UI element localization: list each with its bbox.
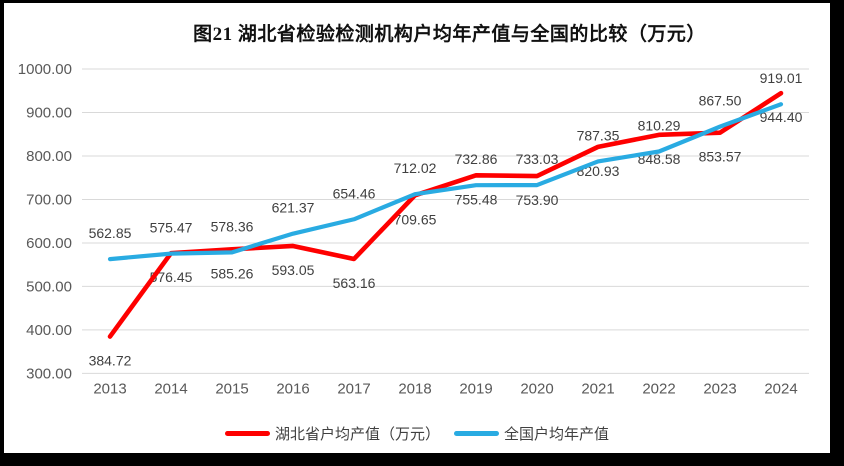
hubei-series-swatch-icon (224, 431, 270, 436)
y-axis-tick-label: 400.00 (26, 322, 72, 339)
x-axis-tick-label: 2019 (459, 381, 492, 398)
data-label: 578.36 (211, 218, 254, 234)
data-label: 563.16 (333, 275, 376, 291)
data-label: 732.86 (455, 151, 498, 167)
data-label: 384.72 (89, 353, 132, 369)
x-axis-tick-label: 2015 (215, 381, 248, 398)
x-axis-tick-label: 2018 (398, 381, 431, 398)
data-label: 733.03 (516, 151, 559, 167)
y-axis-tick-label: 900.00 (26, 105, 72, 122)
data-label: 576.45 (150, 269, 193, 285)
data-label: 593.05 (272, 262, 315, 278)
series-line (107, 102, 784, 262)
x-axis-tick-label: 2024 (764, 381, 797, 398)
x-axis-tick-label: 2014 (154, 381, 187, 398)
x-axis-tick-label: 2022 (642, 381, 675, 398)
chart-canvas: 图21 湖北省检验检测机构户均年产值与全国的比较（万元） 1000.00 900.… (4, 3, 830, 453)
data-label: 585.26 (211, 265, 254, 281)
data-label: 575.47 (150, 220, 193, 236)
y-axis-tick-label: 700.00 (26, 192, 72, 209)
data-label: 654.46 (333, 185, 376, 201)
series-line (107, 90, 784, 339)
line-chart: 1000.00 900.00 800.00 700.00 600.00 500.00 400… (18, 61, 809, 398)
data-label: 867.50 (699, 93, 742, 109)
data-label: 853.57 (699, 149, 742, 165)
data-label: 562.85 (89, 225, 132, 241)
chart-title: 图21 湖北省检验检测机构户均年产值与全国的比较（万元） (193, 24, 706, 45)
y-axis-tick-label: 300.00 (26, 366, 72, 383)
chart-legend: 湖北省户均产值（万元） 全国户均年产值 (4, 423, 830, 444)
x-axis-tick-label: 2017 (337, 381, 370, 398)
x-axis-tick-label: 2021 (581, 381, 614, 398)
national-series-swatch-icon (454, 431, 499, 436)
y-axis-tick-label: 800.00 (26, 148, 72, 165)
x-axis-tick-label: 2013 (93, 381, 126, 398)
legend-item-hubei: 湖北省户均产值（万元） (224, 423, 440, 444)
y-axis-tick-label: 1000.00 (18, 61, 72, 78)
data-label: 753.90 (516, 192, 559, 208)
data-label: 709.65 (394, 211, 437, 227)
data-label: 712.02 (394, 160, 437, 176)
data-label: 944.40 (760, 109, 803, 125)
data-label: 621.37 (272, 200, 315, 216)
legend-item-national: 全国户均年产值 (454, 423, 609, 444)
y-axis-tick-label: 600.00 (26, 235, 72, 252)
legend-label-hubei: 湖北省户均产值（万元） (274, 426, 440, 443)
data-label: 787.35 (577, 127, 620, 143)
data-label: 755.48 (455, 191, 498, 207)
data-label: 919.01 (760, 70, 803, 86)
x-axis-tick-label: 2023 (703, 381, 736, 398)
x-axis-tick-label: 2020 (520, 381, 553, 398)
data-label: 810.29 (638, 117, 681, 133)
legend-label-national: 全国户均年产值 (504, 426, 610, 443)
x-axis-tick-label: 2016 (276, 381, 309, 398)
y-axis-tick-label: 500.00 (26, 279, 72, 296)
